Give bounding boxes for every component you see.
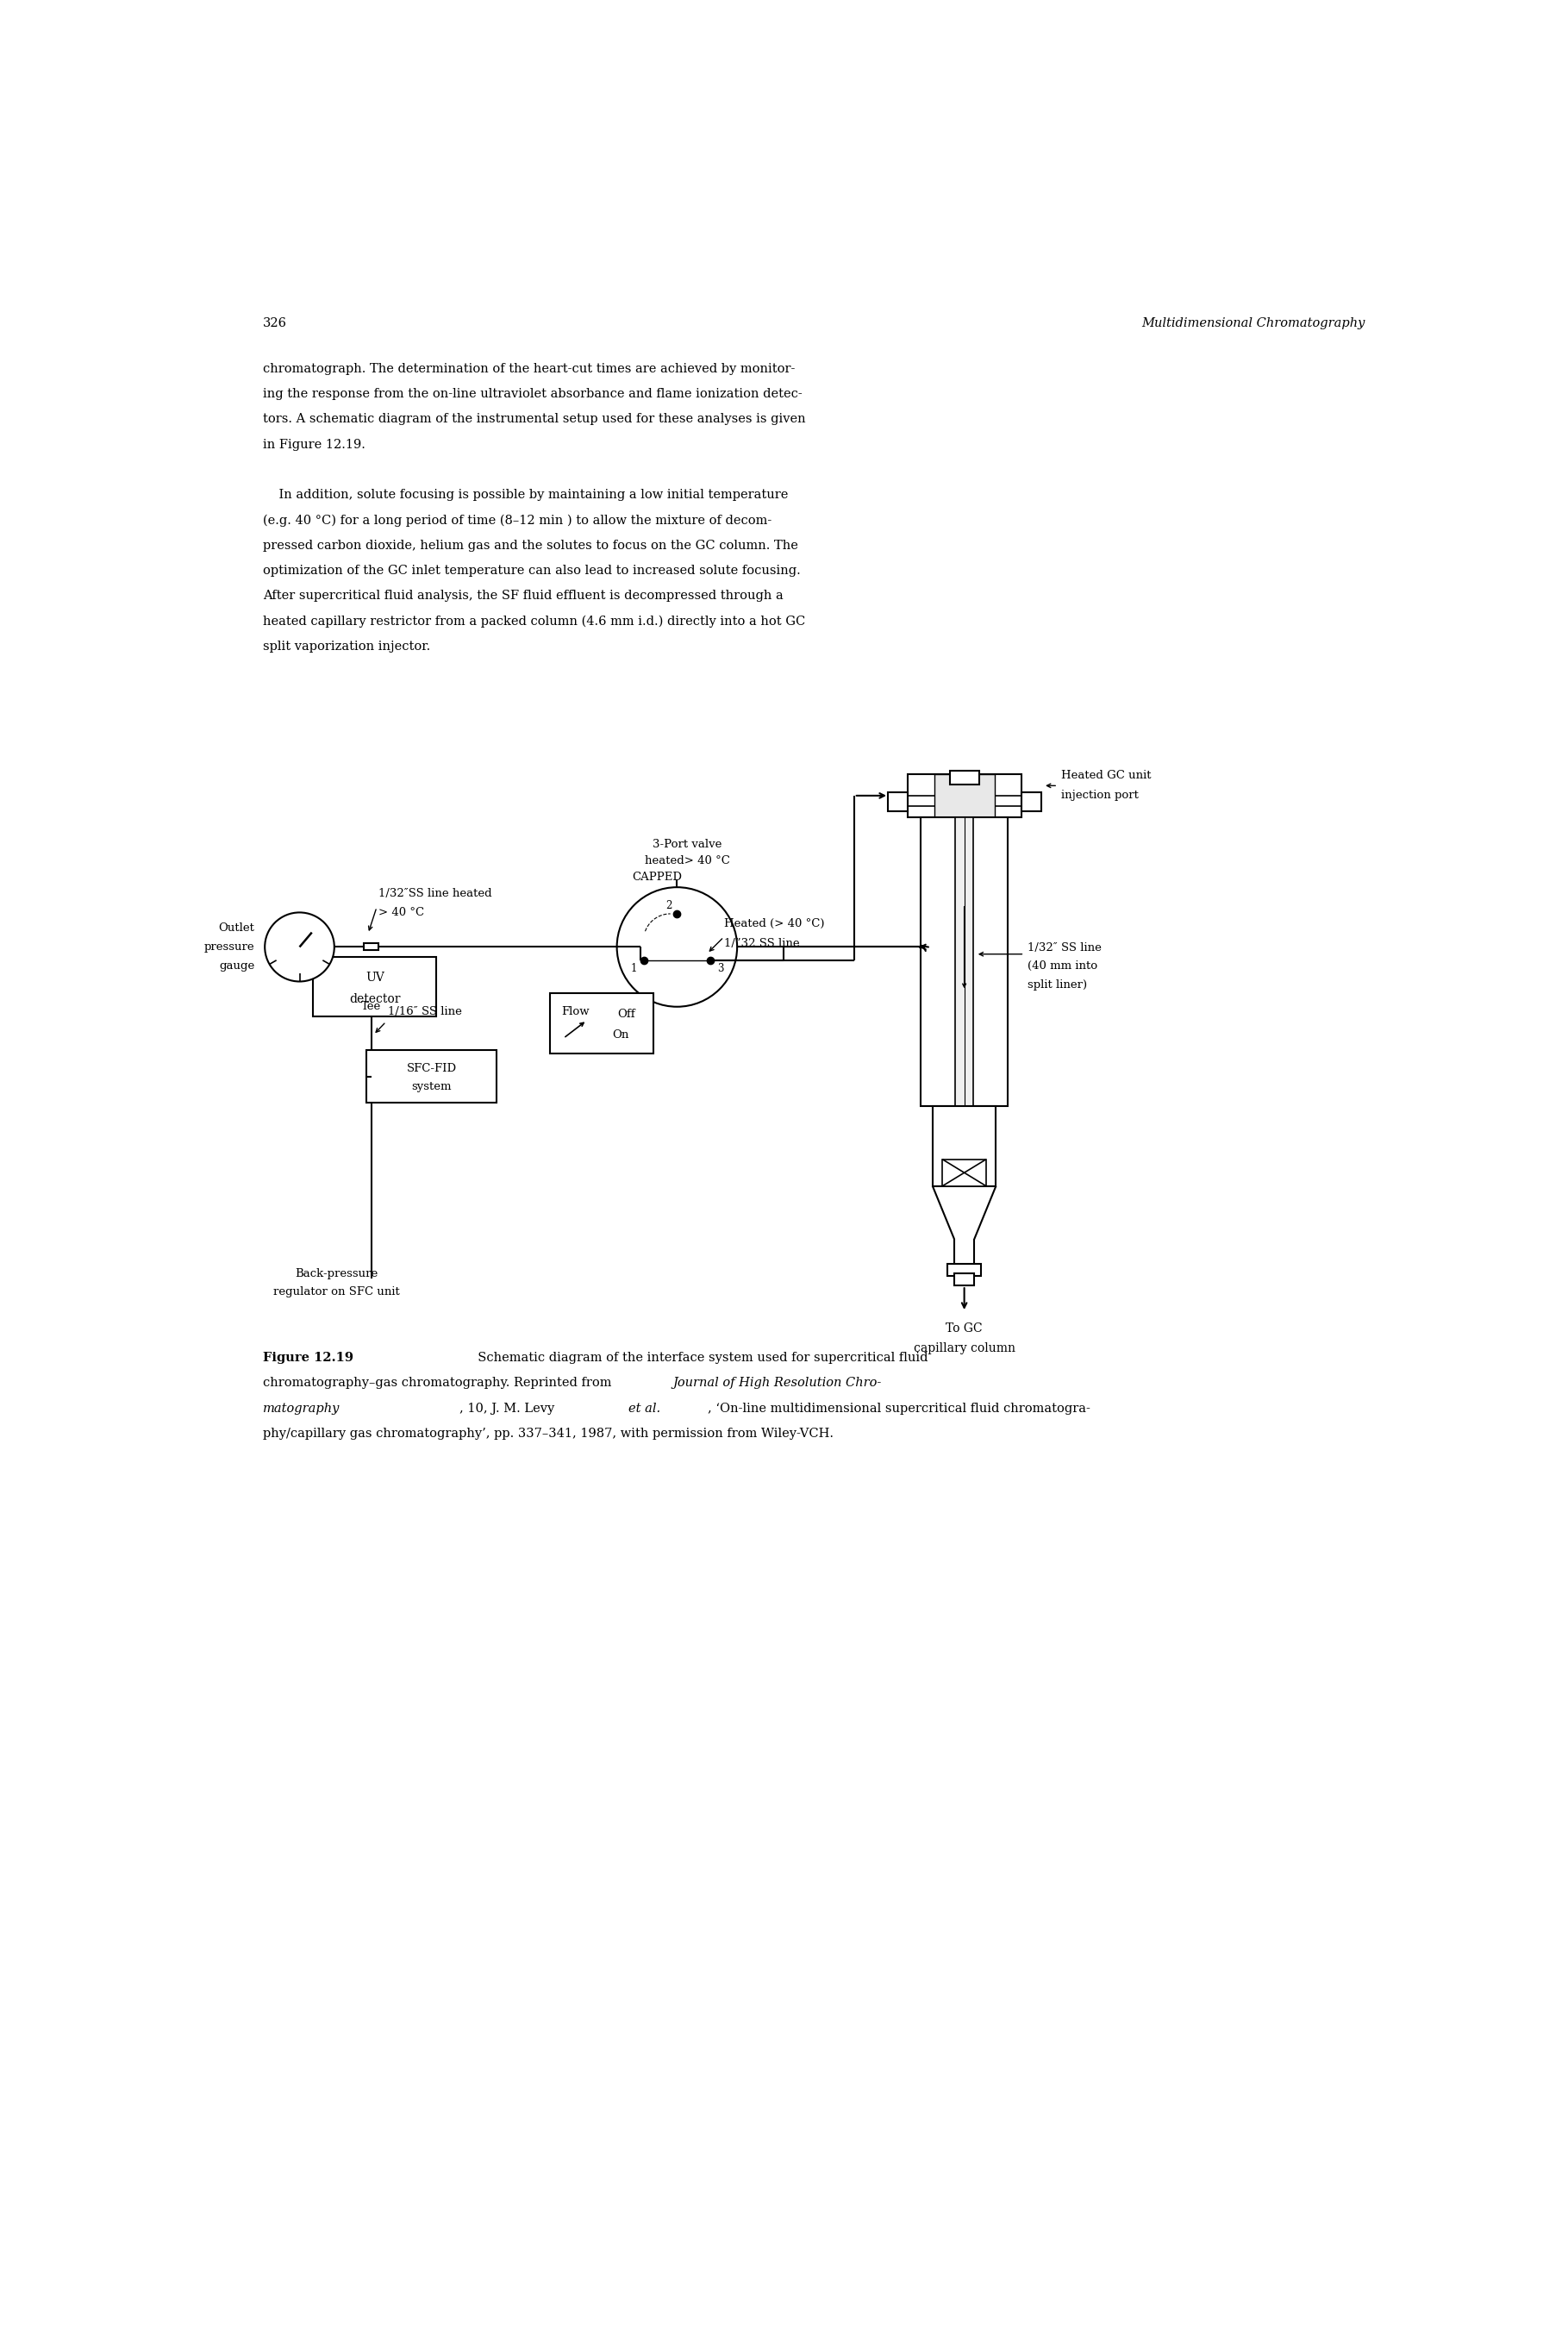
- Text: UV: UV: [365, 972, 384, 984]
- Text: Back-pressure: Back-pressure: [295, 1269, 378, 1280]
- Text: 1/32″ SS line: 1/32″ SS line: [1027, 942, 1102, 954]
- Text: In addition, solute focusing is possible by maintaining a low initial temperatur: In addition, solute focusing is possible…: [263, 490, 789, 501]
- Text: 1: 1: [630, 963, 637, 975]
- Text: pressure: pressure: [204, 942, 254, 951]
- Text: heated> 40 °C: heated> 40 °C: [644, 856, 729, 865]
- Text: , ‘On-line multidimensional supercritical fluid chromatogra-: , ‘On-line multidimensional supercritica…: [709, 1402, 1091, 1416]
- Text: ing the response from the on-line ultraviolet absorbance and flame ionization de: ing the response from the on-line ultrav…: [263, 387, 803, 401]
- Text: CAPPED: CAPPED: [632, 872, 682, 884]
- Bar: [950, 772, 978, 784]
- Text: in Figure 12.19.: in Figure 12.19.: [263, 438, 365, 450]
- Bar: [364, 942, 379, 951]
- Bar: [935, 774, 994, 819]
- Text: optimization of the GC inlet temperature can also lead to increased solute focus: optimization of the GC inlet temperature…: [263, 564, 801, 576]
- Circle shape: [265, 912, 334, 982]
- Bar: [550, 993, 654, 1054]
- Text: detector: detector: [350, 993, 400, 1005]
- Bar: [887, 793, 908, 812]
- Bar: [920, 819, 1008, 1105]
- Text: Journal of High Resolution Chro-: Journal of High Resolution Chro-: [673, 1378, 881, 1390]
- Text: , 10, J. M. Levy: , 10, J. M. Levy: [459, 1402, 558, 1416]
- Text: To GC: To GC: [946, 1322, 983, 1334]
- Bar: [933, 1105, 996, 1187]
- Text: phy/capillary gas chromatography’, pp. 337–341, 1987, with permission from Wiley: phy/capillary gas chromatography’, pp. 3…: [263, 1427, 834, 1439]
- Text: chromatography–gas chromatography. Reprinted from: chromatography–gas chromatography. Repri…: [263, 1378, 616, 1390]
- Bar: [955, 819, 974, 1105]
- Text: 2: 2: [666, 900, 673, 912]
- Text: 1/”32 SS line: 1/”32 SS line: [724, 937, 800, 949]
- Text: Heated (> 40 °C): Heated (> 40 °C): [724, 919, 825, 930]
- Bar: [314, 956, 436, 1017]
- Bar: [955, 1273, 974, 1285]
- Text: heated capillary restrictor from a packed column (4.6 mm i.d.) directly into a h: heated capillary restrictor from a packe…: [263, 616, 806, 627]
- Text: 326: 326: [263, 317, 287, 329]
- Bar: [947, 1264, 982, 1276]
- Text: Flow: Flow: [561, 1005, 590, 1017]
- Text: chromatograph. The determination of the heart-cut times are achieved by monitor-: chromatograph. The determination of the …: [263, 364, 795, 375]
- Bar: [367, 1049, 497, 1103]
- Text: Schematic diagram of the interface system used for supercritical fluid: Schematic diagram of the interface syste…: [470, 1353, 928, 1364]
- Text: On: On: [612, 1031, 629, 1040]
- Text: After supercritical fluid analysis, the SF fluid effluent is decompressed throug: After supercritical fluid analysis, the …: [263, 590, 784, 602]
- Text: regulator on SFC unit: regulator on SFC unit: [273, 1287, 400, 1299]
- Text: pressed carbon dioxide, helium gas and the solutes to focus on the GC column. Th: pressed carbon dioxide, helium gas and t…: [263, 539, 798, 550]
- Text: et al.: et al.: [629, 1402, 660, 1416]
- Text: tors. A schematic diagram of the instrumental setup used for these analyses is g: tors. A schematic diagram of the instrum…: [263, 413, 806, 424]
- Text: split vaporization injector.: split vaporization injector.: [263, 641, 430, 653]
- Text: 3-Port valve: 3-Port valve: [652, 840, 721, 849]
- Text: > 40 °C: > 40 °C: [378, 907, 423, 919]
- Text: Multidimensional Chromatography: Multidimensional Chromatography: [1142, 317, 1366, 329]
- Text: system: system: [411, 1082, 452, 1094]
- Circle shape: [616, 886, 737, 1007]
- Text: Off: Off: [618, 1010, 635, 1019]
- Text: (40 mm into: (40 mm into: [1027, 961, 1098, 972]
- Text: (e.g. 40 °C) for a long period of time (8–12 min ) to allow the mixture of decom: (e.g. 40 °C) for a long period of time (…: [263, 513, 771, 527]
- Text: Tee: Tee: [361, 1000, 381, 1012]
- Text: SFC-FID: SFC-FID: [406, 1063, 456, 1075]
- Bar: [1021, 793, 1041, 812]
- Text: 1/32″SS line heated: 1/32″SS line heated: [378, 888, 491, 900]
- Text: capillary column: capillary column: [914, 1343, 1014, 1355]
- Text: Figure 12.19: Figure 12.19: [263, 1353, 353, 1364]
- Text: 1/16″ SS line: 1/16″ SS line: [387, 1005, 463, 1017]
- Text: Heated GC unit: Heated GC unit: [1062, 770, 1151, 781]
- Bar: [942, 1159, 986, 1187]
- Text: injection port: injection port: [1062, 791, 1138, 802]
- Text: 3: 3: [717, 963, 724, 975]
- Bar: [908, 774, 1021, 819]
- Text: split liner): split liner): [1027, 979, 1087, 991]
- Text: Outlet: Outlet: [218, 923, 254, 935]
- Text: gauge: gauge: [220, 961, 254, 970]
- Text: matography: matography: [263, 1402, 340, 1416]
